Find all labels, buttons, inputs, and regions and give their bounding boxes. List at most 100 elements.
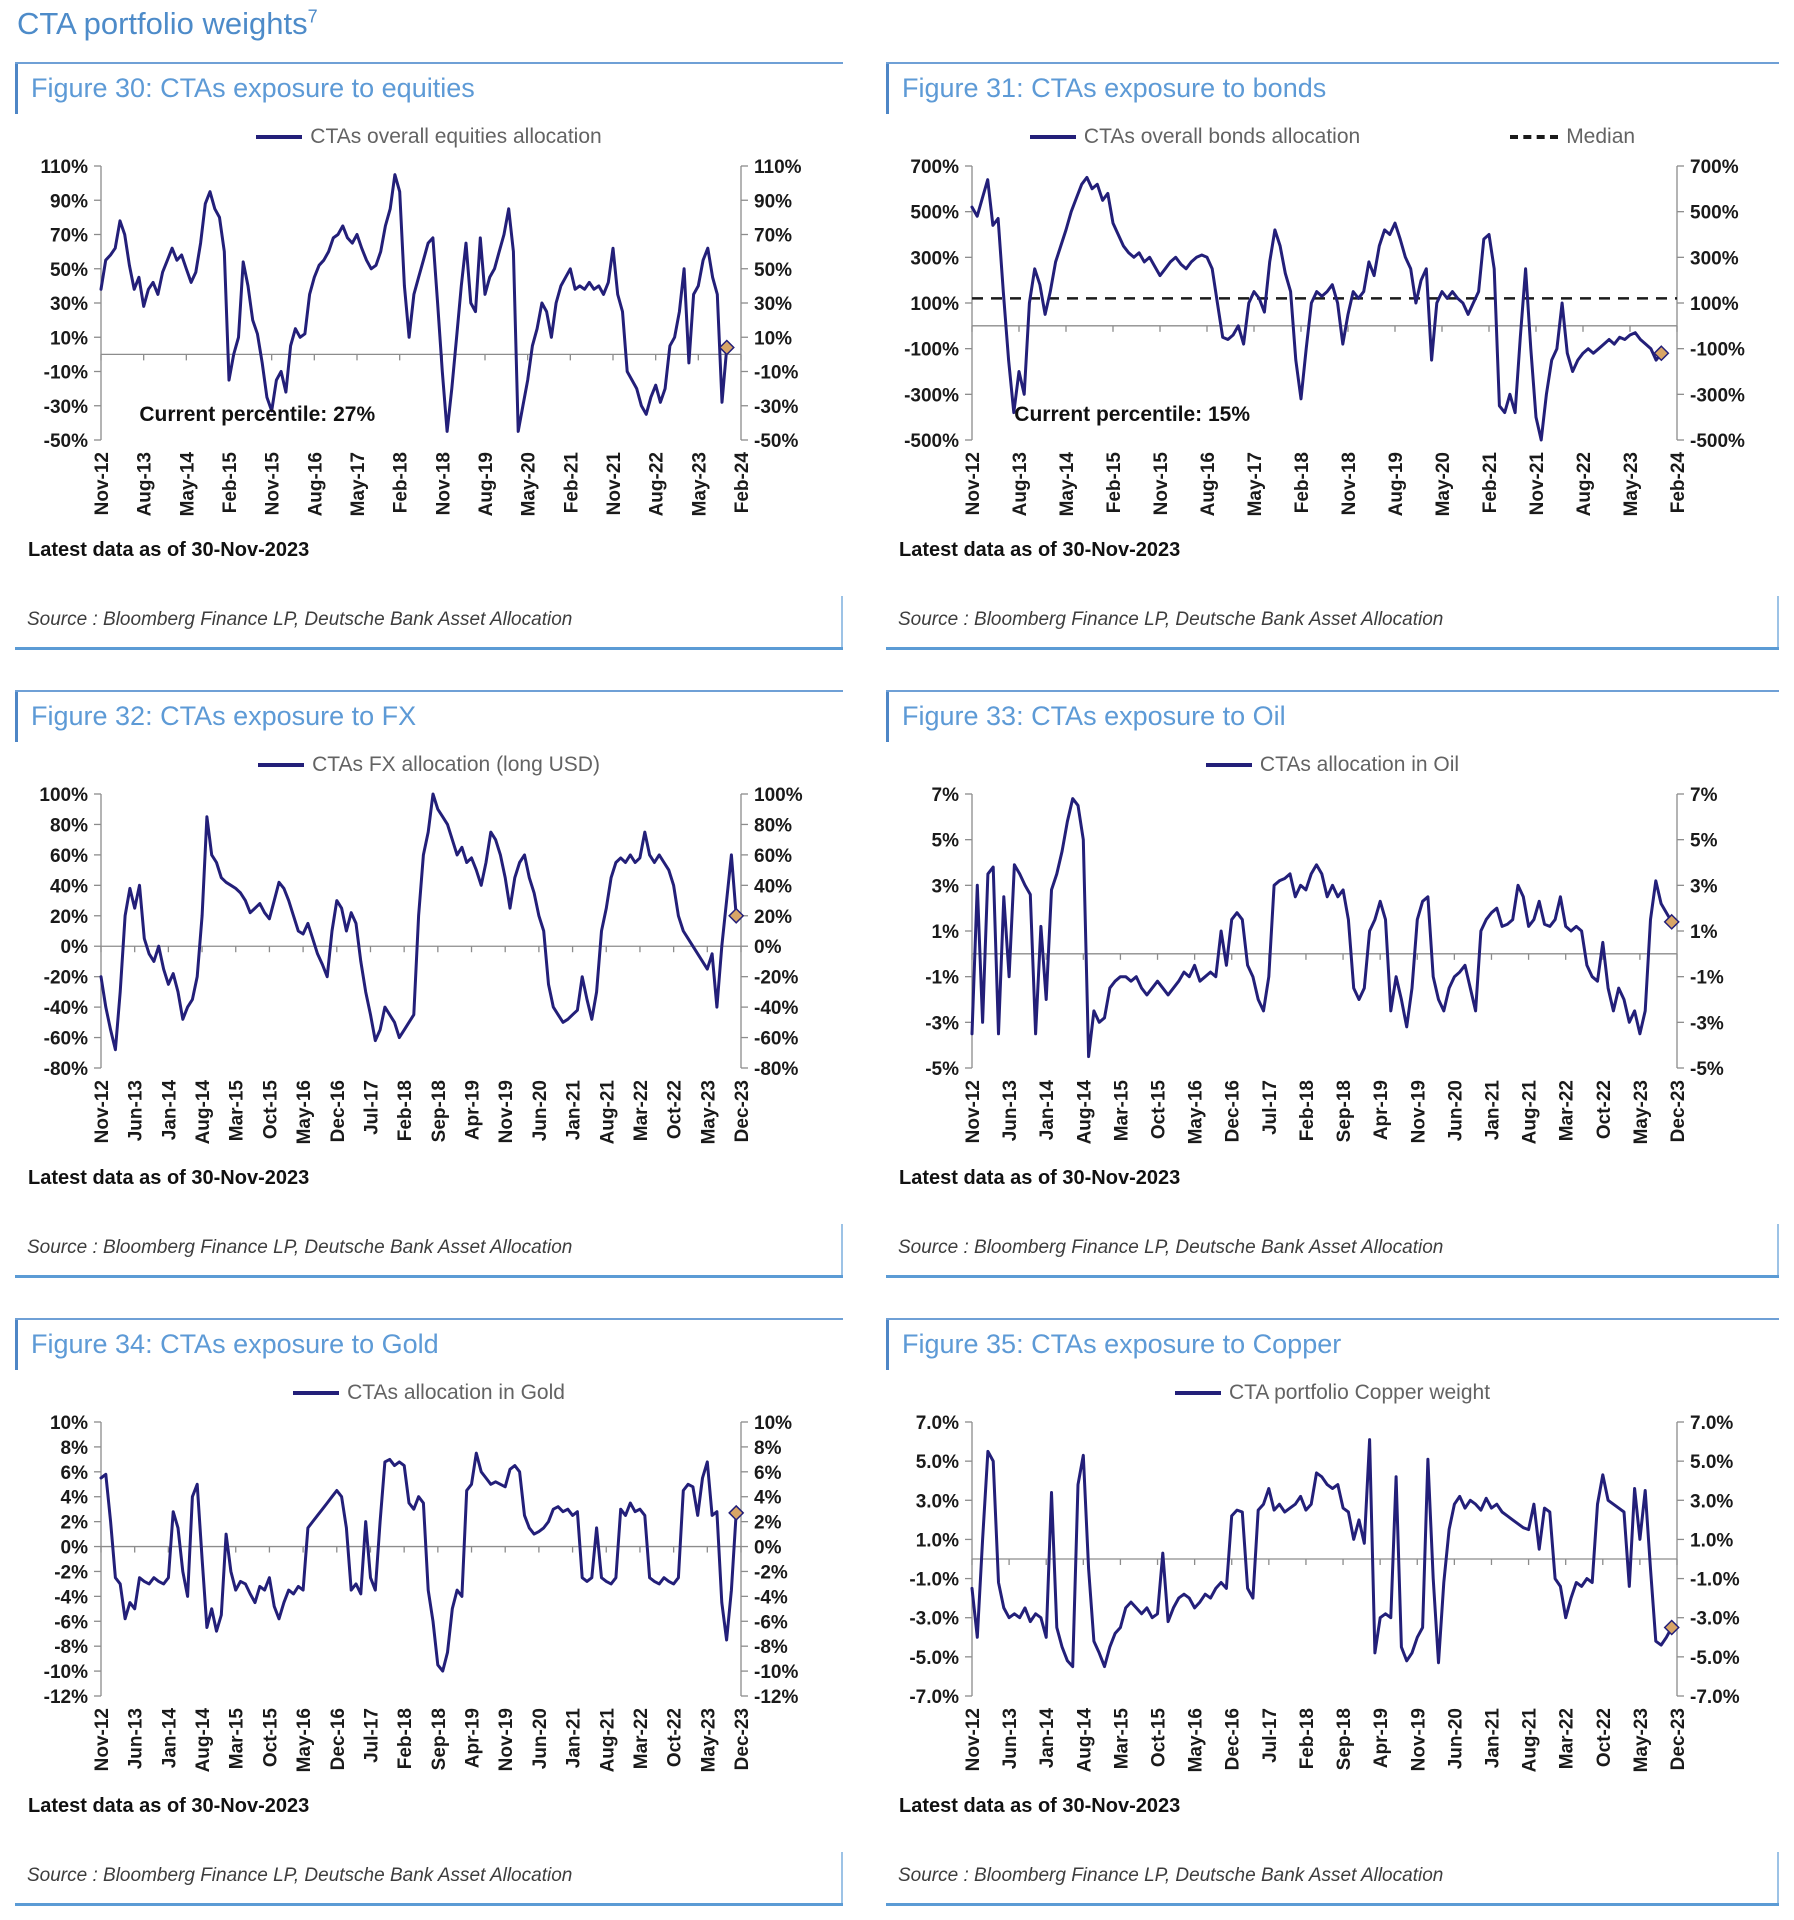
chart-canvas-fig30: 110% 110% 90% 90% 70% 70% 50% 50% 30% 30% 10% 10% -1…: [40, 157, 801, 516]
legend-line-swatch: [1205, 763, 1252, 767]
figure-title-bar: Figure 35: CTAs exposure to Copper: [886, 1320, 1779, 1370]
svg-text:Jun-20: Jun-20: [1445, 1080, 1466, 1141]
legend-item: CTAs FX allocation (long USD): [258, 753, 600, 777]
page-title-footnote: 7: [307, 6, 318, 27]
svg-text:Mar-15: Mar-15: [227, 1708, 248, 1770]
svg-text:-10%: -10%: [44, 1662, 88, 1683]
svg-text:8%: 8%: [754, 1438, 782, 1459]
svg-text:Aug-21: Aug-21: [1520, 1080, 1541, 1145]
svg-text:Nov-19: Nov-19: [496, 1080, 517, 1143]
svg-text:Oct-15: Oct-15: [1149, 1708, 1170, 1768]
svg-text:-2%: -2%: [754, 1562, 788, 1583]
svg-text:-6%: -6%: [754, 1612, 788, 1633]
figure-title-bar: Figure 33: CTAs exposure to Oil: [886, 692, 1779, 742]
svg-text:-8%: -8%: [754, 1637, 788, 1658]
svg-text:Oct-22: Oct-22: [665, 1708, 686, 1767]
svg-text:Jan-21: Jan-21: [1482, 1708, 1503, 1769]
svg-text:Jul-17: Jul-17: [361, 1708, 382, 1763]
svg-text:8%: 8%: [61, 1438, 89, 1459]
svg-text:40%: 40%: [754, 876, 792, 897]
svg-text:-8%: -8%: [54, 1637, 88, 1658]
svg-text:-40%: -40%: [754, 998, 798, 1019]
svg-text:Aug-21: Aug-21: [597, 1708, 618, 1773]
svg-text:Oct-15: Oct-15: [260, 1080, 281, 1140]
legend-label: CTAs allocation in Gold: [347, 1381, 565, 1404]
svg-text:Nov-18: Nov-18: [1339, 452, 1360, 515]
figure-title-bar: Figure 32: CTAs exposure to FX: [15, 692, 843, 742]
x-tick-labels: Nov-12 Jun-13 Jan-14 Aug-14 Mar-15 Oct-15 May-…: [92, 1080, 753, 1145]
svg-text:Sep-18: Sep-18: [429, 1080, 450, 1142]
legend-label: CTAs allocation in Oil: [1259, 753, 1460, 776]
svg-text:Dec-16: Dec-16: [1223, 1708, 1244, 1770]
svg-text:40%: 40%: [50, 876, 88, 897]
percentile-annotation: Current percentile: 27%: [139, 403, 375, 426]
series-line: [970, 175, 1663, 442]
legend: CTAs overall equities allocation: [15, 122, 843, 152]
chart-host: CTAs overall equities allocation 110% 110…: [15, 122, 843, 537]
svg-text:Dec-23: Dec-23: [1668, 1080, 1689, 1142]
svg-text:7.0%: 7.0%: [916, 1413, 959, 1434]
legend: CTA portfolio Copper weight: [886, 1378, 1779, 1408]
x-tick-labels: Nov-12 Jun-13 Jan-14 Aug-14 Mar-15 Oct-15 May-…: [92, 1708, 753, 1773]
svg-text:Dec-23: Dec-23: [1668, 1708, 1689, 1770]
y-tick-labels: 700% 700% 500% 500% 300% 300% 100% 100% -100% -10…: [904, 157, 1745, 452]
svg-text:Dec-16: Dec-16: [328, 1708, 349, 1770]
x-tick-labels: Nov-12 Jun-13 Jan-14 Aug-14 Mar-15 Oct-15 May-…: [963, 1080, 1689, 1145]
svg-text:-3%: -3%: [1690, 1013, 1724, 1034]
y-tick-labels: 110% 110% 90% 90% 70% 70% 50% 50% 30% 30% 10% 10% -1…: [40, 157, 801, 452]
svg-text:-10%: -10%: [44, 363, 88, 384]
svg-text:May-16: May-16: [294, 1080, 315, 1144]
svg-text:Apr-19: Apr-19: [463, 1080, 484, 1140]
svg-text:-80%: -80%: [754, 1059, 798, 1080]
svg-text:Oct-22: Oct-22: [665, 1080, 686, 1139]
legend: CTAs allocation in Gold: [15, 1378, 843, 1408]
svg-text:Apr-19: Apr-19: [463, 1708, 484, 1768]
series-line: [99, 173, 729, 433]
y-axes: [94, 165, 748, 441]
svg-text:110%: 110%: [40, 157, 88, 178]
legend-line-swatch: [1029, 135, 1076, 139]
svg-text:4%: 4%: [61, 1488, 89, 1509]
svg-text:May-20: May-20: [519, 452, 540, 516]
x-ticks: [971, 1559, 1678, 1565]
svg-text:-3%: -3%: [925, 1013, 959, 1034]
svg-text:Nov-12: Nov-12: [92, 1708, 113, 1771]
svg-text:1.0%: 1.0%: [916, 1530, 959, 1551]
svg-text:3%: 3%: [1690, 876, 1718, 897]
series-line: [970, 1438, 1674, 1669]
svg-text:Sep-18: Sep-18: [1334, 1080, 1355, 1142]
svg-text:Feb-18: Feb-18: [395, 1708, 416, 1769]
figure-box-35: Figure 35: CTAs exposure to Copper CTA p…: [886, 1318, 1779, 1906]
series-line: [99, 1451, 738, 1673]
svg-text:-5.0%: -5.0%: [1690, 1648, 1740, 1669]
legend-dashed-swatch: [1510, 135, 1559, 139]
legend-line-swatch: [258, 763, 305, 767]
svg-text:Feb-21: Feb-21: [561, 452, 582, 514]
svg-text:May-14: May-14: [1057, 452, 1078, 517]
svg-text:-80%: -80%: [44, 1059, 88, 1080]
svg-text:100%: 100%: [754, 785, 803, 806]
svg-text:Feb-18: Feb-18: [391, 452, 412, 513]
svg-text:-7.0%: -7.0%: [1690, 1687, 1740, 1708]
svg-text:Apr-19: Apr-19: [1371, 1708, 1392, 1768]
figure-box-32: Figure 32: CTAs exposure to FX CTAs FX a…: [15, 690, 843, 1278]
svg-text:-12%: -12%: [44, 1687, 88, 1708]
x-ticks: [971, 325, 1678, 332]
svg-text:Feb-18: Feb-18: [1297, 1708, 1318, 1769]
svg-text:-500%: -500%: [904, 431, 959, 452]
x-ticks: [100, 1546, 742, 1553]
svg-text:Feb-18: Feb-18: [1297, 1080, 1318, 1141]
svg-text:300%: 300%: [1690, 248, 1739, 269]
legend-item: CTAs overall bonds allocation: [1029, 125, 1360, 149]
svg-text:-12%: -12%: [754, 1687, 798, 1708]
figure-box-30: Figure 30: CTAs exposure to equities CTA…: [15, 62, 843, 650]
svg-text:70%: 70%: [50, 226, 88, 247]
svg-text:Jan-21: Jan-21: [1482, 1080, 1503, 1141]
svg-text:Feb-15: Feb-15: [220, 452, 241, 514]
svg-text:Aug-22: Aug-22: [647, 452, 668, 516]
svg-text:Feb-24: Feb-24: [1668, 452, 1689, 514]
legend-item: CTAs overall equities allocation: [256, 125, 602, 149]
latest-data-note: Latest data as of 30-Nov-2023: [28, 539, 310, 561]
svg-text:1%: 1%: [1690, 922, 1718, 943]
svg-text:Sep-18: Sep-18: [1334, 1708, 1355, 1770]
